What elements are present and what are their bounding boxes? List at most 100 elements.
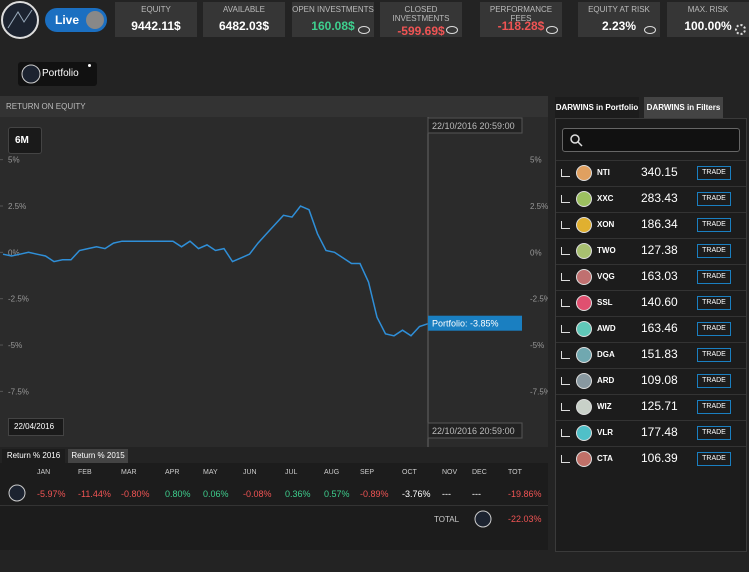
trade-button[interactable]: TRADE xyxy=(697,218,731,232)
darwin-tab[interactable]: DARWINS in Filters xyxy=(644,97,723,118)
live-toggle[interactable]: Live xyxy=(45,8,107,32)
trade-button[interactable]: TRADE xyxy=(697,192,731,206)
return-cell: -0.89% xyxy=(360,489,389,499)
trade-button[interactable]: TRADE xyxy=(697,296,731,310)
darwin-value: 151.83 xyxy=(641,347,678,361)
y-tick-label: 5% xyxy=(8,156,20,165)
darwin-dot xyxy=(576,295,592,311)
end-date-bottom-bg xyxy=(427,422,523,439)
column-header: FEB xyxy=(78,469,92,476)
column-header: OCT xyxy=(402,469,417,476)
plot-bg xyxy=(0,117,548,447)
darwin-name: CTA xyxy=(597,454,613,463)
return-cell: -11.44% xyxy=(78,489,111,499)
stat-box xyxy=(115,2,197,37)
toggle-knob xyxy=(86,11,104,29)
trade-button[interactable]: TRADE xyxy=(697,270,731,284)
dot xyxy=(88,64,91,67)
search-box[interactable] xyxy=(562,128,740,152)
stat-value: 6482.03$ xyxy=(218,19,270,33)
chart-icon[interactable] xyxy=(561,247,570,255)
trade-button[interactable]: TRADE xyxy=(697,400,731,414)
column-header: AUG xyxy=(324,469,340,476)
chart-icon[interactable] xyxy=(561,377,570,385)
column-header: JUN xyxy=(243,469,257,476)
darwin-dot xyxy=(576,321,592,337)
darwin-value: 163.03 xyxy=(641,269,678,283)
return-cell: 0.36% xyxy=(285,489,311,499)
gear-icon[interactable] xyxy=(735,24,746,35)
row-divider xyxy=(556,212,746,213)
chart-header: RETURN ON EQUITY xyxy=(0,96,548,117)
return-cell: --- xyxy=(472,489,481,499)
return-cell: -0.08% xyxy=(243,489,272,499)
portfolio-tab[interactable]: Portfolio xyxy=(18,62,97,86)
chart: 5% 5% 2.5% 2.5% 0% 0% -2.5% -2.5% -5% -5% -7.5% -7.… xyxy=(0,117,548,447)
trade-button[interactable]: TRADE xyxy=(697,166,731,180)
avatar[interactable] xyxy=(0,0,40,40)
total-avatar xyxy=(474,510,492,528)
row-divider xyxy=(556,342,746,343)
stat-label: EQUITY AT RISK xyxy=(588,5,650,14)
row-divider xyxy=(556,264,746,265)
search-icon xyxy=(570,134,583,147)
column-header: JUL xyxy=(285,469,298,476)
darwin-name: NTI xyxy=(597,168,610,177)
chart-icon[interactable] xyxy=(561,351,570,359)
trade-button[interactable]: TRADE xyxy=(697,348,731,362)
chart-icon[interactable] xyxy=(561,195,570,203)
row-avatar xyxy=(8,484,26,502)
darwin-value: 283.43 xyxy=(641,191,678,205)
chart-icon[interactable] xyxy=(561,273,570,281)
eye-icon[interactable] xyxy=(358,26,370,34)
row-divider xyxy=(556,368,746,369)
column-header: JAN xyxy=(37,469,51,476)
trade-button[interactable]: TRADE xyxy=(697,374,731,388)
return-tab[interactable]: Return % 2015 xyxy=(68,449,128,463)
chart-icon[interactable] xyxy=(561,169,570,177)
darwin-name: DGA xyxy=(597,350,615,359)
trade-button[interactable]: TRADE xyxy=(697,452,731,466)
darwin-dot xyxy=(576,165,592,181)
return-cell: 0.06% xyxy=(203,489,229,499)
trade-button[interactable]: TRADE xyxy=(697,322,731,336)
row-divider xyxy=(556,394,746,395)
row-divider xyxy=(556,446,746,447)
row-divider xyxy=(0,505,548,506)
trade-button[interactable]: TRADE xyxy=(697,244,731,258)
return-tab[interactable]: Return % 2016 xyxy=(2,449,65,463)
darwin-dot xyxy=(576,217,592,233)
y-tick-label: -2.5% xyxy=(8,295,29,304)
eye-icon[interactable] xyxy=(446,26,458,34)
y-tick-label: -5% xyxy=(8,341,22,350)
y-tick-label: 0% xyxy=(8,248,20,257)
darwin-dot xyxy=(576,399,592,415)
darwin-dot xyxy=(576,347,592,363)
stat-box xyxy=(203,2,285,37)
chart-icon[interactable] xyxy=(561,429,570,437)
darwin-value: 340.15 xyxy=(641,165,678,179)
eye-icon[interactable] xyxy=(546,26,558,34)
eye-icon[interactable] xyxy=(644,26,656,34)
return-cell: -19.86% xyxy=(508,489,542,499)
end-date-top-bg xyxy=(427,117,523,134)
darwin-dot xyxy=(576,373,592,389)
y-tick-label-right: 5% xyxy=(530,156,542,165)
chart-icon[interactable] xyxy=(561,455,570,463)
column-header: TOT xyxy=(508,469,522,476)
darwin-value: 140.60 xyxy=(641,295,678,309)
chart-icon[interactable] xyxy=(561,221,570,229)
darwin-name: ARD xyxy=(597,376,615,385)
start-date[interactable]: 22/04/2016 xyxy=(8,418,64,436)
darwin-name: XON xyxy=(597,220,615,229)
chart-icon[interactable] xyxy=(561,325,570,333)
row-divider xyxy=(556,186,746,187)
darwin-value: 106.39 xyxy=(641,451,678,465)
darwin-tab[interactable]: DARWINS in Portfolio xyxy=(555,97,639,118)
chart-icon[interactable] xyxy=(561,299,570,307)
range-button[interactable]: 6M xyxy=(8,127,42,154)
stat-label: CLOSED INVESTMENTS xyxy=(392,5,450,23)
chart-icon[interactable] xyxy=(561,403,570,411)
trade-button[interactable]: TRADE xyxy=(697,426,731,440)
